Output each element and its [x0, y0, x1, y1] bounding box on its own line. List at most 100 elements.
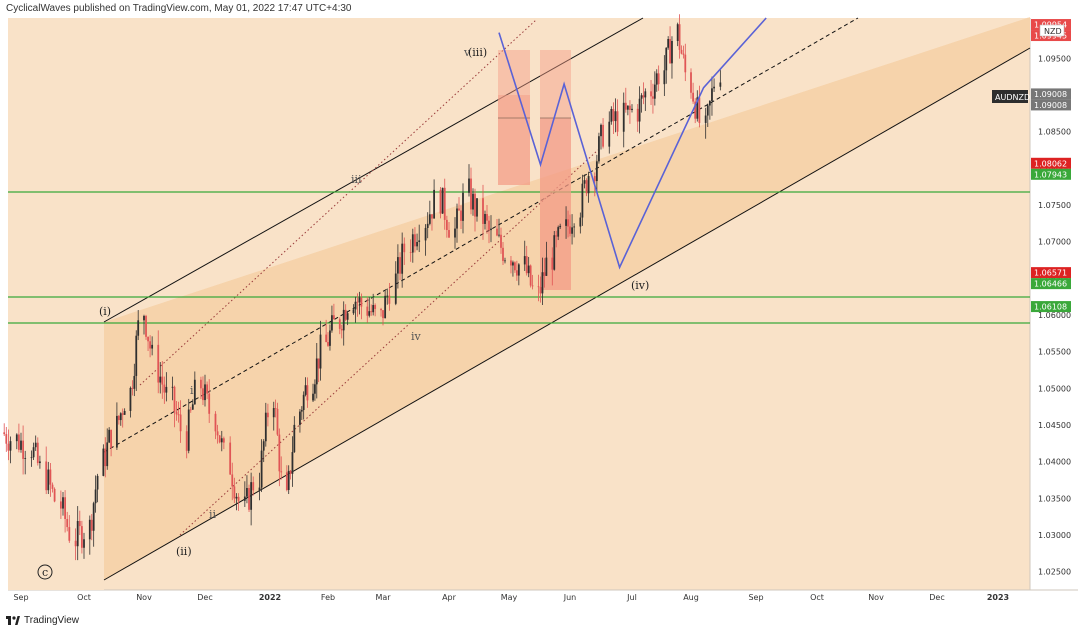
candle-body: [711, 88, 713, 101]
channel-lower-line: [103, 47, 1031, 581]
price-badge-text: 1.06466: [1034, 280, 1067, 289]
candle-body: [344, 309, 347, 320]
candle-body: [272, 408, 275, 418]
candle-body: [445, 219, 448, 231]
candle-body: [370, 311, 373, 313]
candle-body: [171, 386, 174, 388]
candle-body: [655, 73, 658, 85]
candle-body: [102, 448, 105, 476]
candle-body: [129, 387, 132, 411]
candle-body: [441, 187, 444, 214]
wave-label-iii: iii: [351, 173, 362, 186]
candle-body: [145, 315, 147, 337]
candle-body: [529, 265, 532, 286]
candle-body: [340, 328, 343, 331]
candle-body: [161, 376, 164, 385]
candle-body: [116, 415, 118, 448]
candle-body: [719, 82, 722, 87]
candle-body: [416, 241, 418, 247]
candle-body: [537, 286, 540, 288]
candle-body: [299, 411, 301, 425]
candle-body: [274, 408, 277, 409]
price-tick-label: 1.08500: [1038, 128, 1071, 137]
candle-body: [443, 187, 446, 220]
tradingview-footer[interactable]: TradingView: [6, 615, 79, 626]
time-tick-label: 2023: [987, 593, 1009, 602]
candle-body: [319, 334, 322, 369]
time-tick-label: Aug: [683, 593, 699, 602]
channel-median-line: [103, 17, 859, 453]
candle-body: [468, 178, 470, 193]
candle-body: [583, 180, 586, 184]
time-axis[interactable]: Sep Oct Nov Dec 2022 Feb Mar Apr May Jun Jul Aug Sep…: [13, 593, 1009, 602]
candle-body: [60, 501, 62, 509]
price-tick-label: 1.04000: [1038, 458, 1071, 467]
candle-body: [636, 108, 639, 122]
candle-body: [612, 108, 615, 122]
candle-body: [454, 228, 456, 238]
candle-body: [216, 431, 219, 436]
candle-body: [342, 309, 345, 331]
time-tick-label: Nov: [868, 593, 884, 602]
candle-body: [193, 379, 196, 405]
candle-body: [696, 97, 699, 119]
symbol-badge: AUDNZD: [995, 93, 1030, 102]
candle-body: [680, 49, 683, 54]
candle-body: [291, 452, 294, 474]
candle-body: [559, 225, 562, 228]
candle-body: [414, 234, 416, 247]
candle-body: [626, 105, 629, 110]
candle-body: [200, 379, 202, 389]
candle-body: [388, 295, 391, 304]
candle-body: [276, 408, 279, 435]
candle-body: [555, 235, 558, 237]
candle-body: [327, 342, 329, 346]
candle-body: [233, 486, 236, 499]
candle-body: [325, 334, 328, 343]
price-axis[interactable]: 1.095001.090001.085001.080001.075001.070…: [1038, 54, 1071, 576]
candle-body: [631, 108, 633, 110]
candle-body: [293, 424, 296, 453]
candle-body: [657, 73, 660, 85]
price-badge-text: 1.06108: [1034, 303, 1067, 312]
candle-body: [622, 102, 625, 132]
candle-body: [151, 344, 154, 349]
candle-body: [500, 234, 502, 248]
channel-fill: [104, 17, 1030, 580]
candle-body: [312, 393, 314, 401]
candle-body: [108, 429, 111, 443]
candle-body: [665, 47, 668, 71]
candle-body: [74, 540, 77, 547]
time-tick-label: Mar: [375, 593, 391, 602]
time-tick-label: Dec: [197, 593, 212, 602]
candle-body: [34, 442, 37, 448]
candle-body: [488, 220, 490, 231]
candle-body: [490, 228, 492, 231]
candle-body: [202, 388, 204, 401]
candle-body: [474, 193, 476, 217]
candle-body: [386, 295, 389, 297]
time-tick-label: Jun: [563, 593, 577, 602]
candle-body: [39, 461, 41, 464]
candle-body: [498, 234, 500, 236]
candle-body: [246, 488, 248, 497]
price-badge: [1031, 99, 1071, 111]
time-tick-label: Dec: [929, 593, 944, 602]
candle-body: [287, 470, 290, 490]
candle-body: [237, 496, 240, 501]
candle-body: [173, 386, 176, 412]
price-badge: [1031, 88, 1071, 100]
candle-body: [304, 385, 307, 395]
candle-body: [106, 442, 109, 467]
candle-body: [541, 272, 544, 294]
candle-body: [682, 53, 685, 55]
candle-body: [15, 434, 18, 442]
candle-body: [608, 121, 611, 147]
candle-body: [117, 415, 120, 421]
candle-body: [315, 358, 318, 385]
candle-body: [624, 102, 627, 110]
candle-body: [159, 376, 162, 383]
wave-label-(iv): (iv): [631, 279, 649, 292]
candle-body: [187, 409, 190, 451]
